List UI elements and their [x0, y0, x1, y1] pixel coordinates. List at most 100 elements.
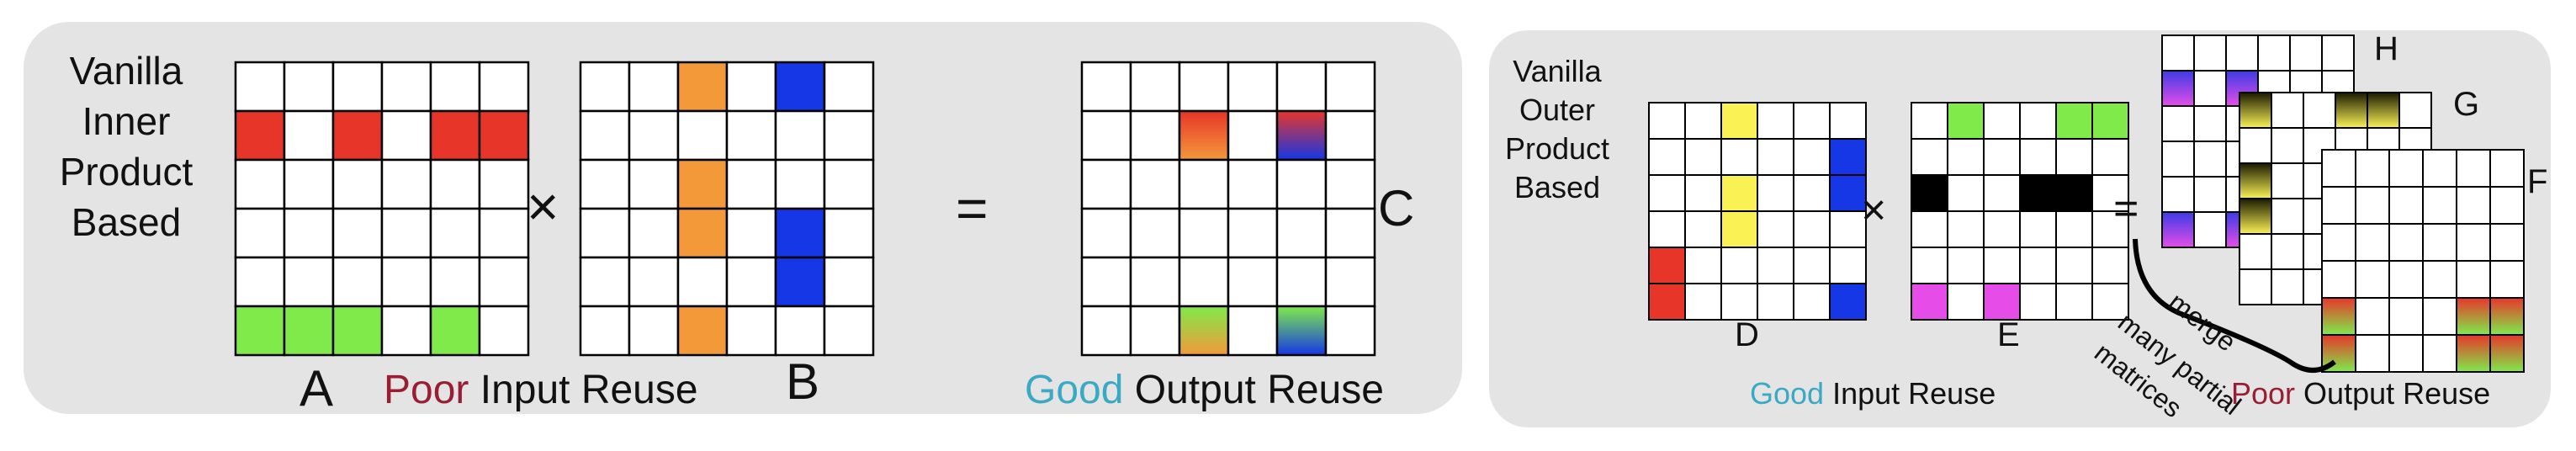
matrix-b-cell — [676, 109, 729, 162]
matrix-a-cell — [380, 305, 432, 357]
matrix-c-cell — [1324, 256, 1376, 308]
matrix-d-cell — [1793, 174, 1831, 212]
matrix-a-cell — [380, 256, 432, 308]
matrix-d-cell — [1757, 283, 1794, 321]
inner-input-reuse-caption: Poor Input Reuse — [384, 370, 698, 411]
matrix-a — [234, 61, 530, 357]
matrix-h-cell — [2193, 105, 2227, 142]
matrix-e-cell — [1983, 210, 2021, 248]
matrix-b-cell — [725, 109, 777, 162]
matrix-h-cell — [2321, 34, 2355, 72]
matrix-d-cell — [1829, 210, 1867, 248]
matrix-f-cell — [2456, 186, 2491, 225]
matrix-b-cell — [628, 158, 680, 210]
matrix-d-cell — [1684, 102, 1722, 140]
matrix-c-cell — [1324, 305, 1376, 357]
matrix-d-cell — [1720, 283, 1758, 321]
matrix-f-cell — [2355, 260, 2390, 299]
matrix-f-cell — [2355, 223, 2390, 262]
matrix-h-cell — [2193, 141, 2227, 178]
matrix-e-cell — [2055, 138, 2093, 176]
matrix-a-cell — [234, 158, 286, 210]
matrix-d-cell — [1793, 210, 1831, 248]
matrix-e-cell — [2055, 283, 2093, 321]
matrix-e-cell — [2055, 210, 2093, 248]
matrix-b-cell — [823, 305, 875, 357]
matrix-g-cell — [2271, 233, 2304, 270]
matrix-d-cell — [1684, 247, 1722, 284]
matrix-a-cell — [478, 61, 530, 113]
matrix-b-cell — [676, 207, 729, 259]
matrix-c-cell — [1227, 109, 1279, 162]
outer-multiply-symbol: × — [1861, 186, 1887, 235]
matrix-d-cell — [1757, 174, 1794, 212]
matrix-f-cell — [2489, 297, 2525, 336]
matrix-c-cell — [1129, 61, 1181, 113]
matrix-d-cell — [1757, 138, 1794, 176]
matrix-b-cell — [676, 305, 729, 357]
matrix-a-cell — [234, 256, 286, 308]
matrix-h-cell — [2161, 105, 2195, 142]
matrix-b-cell — [676, 256, 729, 308]
matrix-e-cell — [1983, 174, 2021, 212]
matrix-c-cell — [1178, 305, 1230, 357]
matrix-b-cell — [774, 61, 826, 113]
matrix-a-cell — [429, 109, 481, 162]
matrix-d — [1648, 102, 1867, 321]
matrix-e-cell — [1911, 283, 1948, 321]
matrix-f-cell — [2355, 149, 2390, 188]
matrix-h-cell — [2193, 34, 2227, 72]
matrix-f-cell — [2422, 186, 2457, 225]
matrix-b-cell — [774, 158, 826, 210]
matrix-b-cell — [823, 256, 875, 308]
matrix-e-cell — [1911, 247, 1948, 284]
matrix-c-cell — [1227, 207, 1279, 259]
matrix-e-cell — [1983, 283, 2021, 321]
matrix-e-cell — [2091, 174, 2129, 212]
matrix-d-cell — [1829, 138, 1867, 176]
matrix-e-cell — [2019, 283, 2057, 321]
matrix-f-cell — [2489, 260, 2525, 299]
matrix-h-cell — [2193, 211, 2227, 248]
matrix-a-cell — [283, 256, 335, 308]
matrix-d-cell — [1684, 138, 1722, 176]
matrix-h-cell — [2161, 34, 2195, 72]
matrix-b — [579, 61, 875, 357]
matrix-a-cell — [429, 256, 481, 308]
matrix-c-cell — [1275, 109, 1328, 162]
matrix-e — [1911, 102, 2129, 321]
matrix-h-cell — [2289, 34, 2323, 72]
matrix-e-cell — [1983, 247, 2021, 284]
matrix-e-cell — [1911, 210, 1948, 248]
matrix-c-cell — [1324, 207, 1376, 259]
matrix-h-cell — [2193, 70, 2227, 107]
matrix-c-cell — [1178, 158, 1230, 210]
matrix-e-cell — [2091, 283, 2129, 321]
matrix-h-label: H — [2374, 30, 2398, 67]
matrix-d-cell — [1829, 102, 1867, 140]
matrix-g-cell — [2271, 127, 2304, 164]
matrix-f-cell — [2456, 149, 2491, 188]
matrix-c — [1080, 61, 1376, 357]
matrix-a-cell — [283, 61, 335, 113]
matrix-g-cell — [2271, 92, 2304, 129]
matrix-e-cell — [1911, 174, 1948, 212]
matrix-a-cell — [478, 158, 530, 210]
matrix-d-cell — [1648, 174, 1686, 212]
matrix-b-cell — [725, 158, 777, 210]
matrix-h-cell — [2193, 176, 2227, 213]
matrix-e-cell — [2055, 102, 2093, 140]
outer-output-reuse-caption: Poor Output Reuse — [2231, 379, 2490, 409]
matrix-d-cell — [1720, 210, 1758, 248]
matrix-d-cell — [1648, 247, 1686, 284]
matrix-h-cell — [2225, 34, 2259, 72]
matrix-f-cell — [2422, 297, 2457, 336]
inner-product-title: Vanilla Inner Product Based — [59, 49, 193, 244]
matrix-f-cell — [2388, 186, 2424, 225]
matrix-b-cell — [774, 305, 826, 357]
matrix-e-cell — [1983, 138, 2021, 176]
matrix-f-label: F — [2527, 163, 2548, 200]
matrix-d-cell — [1757, 210, 1794, 248]
outer-output-reuse-text: Output Reuse — [2295, 376, 2491, 411]
